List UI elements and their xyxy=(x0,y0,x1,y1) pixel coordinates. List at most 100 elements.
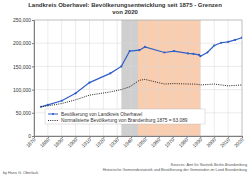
y-tick-label: 50,000 xyxy=(16,110,32,116)
y-tick: 100,000 xyxy=(13,87,34,93)
series-marker xyxy=(213,44,215,46)
x-tick: 2000 xyxy=(205,136,217,149)
series-marker xyxy=(144,46,146,48)
x-tick-label: 1970 xyxy=(163,136,175,148)
x-tick-mark xyxy=(200,136,201,138)
grid xyxy=(34,20,242,136)
x-tick: 1900 xyxy=(66,136,78,149)
y-tick-label: 100,000 xyxy=(13,87,31,93)
x-tick-mark xyxy=(48,136,49,138)
grid-line-y xyxy=(34,43,242,44)
x-tick: 1910 xyxy=(80,136,92,149)
y-tick: 200,000 xyxy=(13,40,34,46)
series-marker xyxy=(88,82,90,84)
series-marker xyxy=(120,65,122,67)
legend-box xyxy=(45,109,205,124)
x-tick-label: 2000 xyxy=(205,136,217,148)
x-tick-mark xyxy=(34,136,35,138)
x-tick: 1970 xyxy=(163,136,175,149)
x-tick-label: 1980 xyxy=(177,136,189,148)
x-tick-label: 1920 xyxy=(94,136,106,148)
title: Landkreis Oberhavel: Bevölkerungsentwick… xyxy=(28,2,222,15)
grid-line-y xyxy=(34,89,242,90)
x-tick-label: 1910 xyxy=(80,136,92,148)
x-tick-label: 1940 xyxy=(122,136,134,148)
series-line xyxy=(41,79,242,106)
x-tick-mark xyxy=(173,136,174,138)
legend-swatch xyxy=(48,114,58,115)
x-tick-mark xyxy=(159,136,160,138)
x-tick: 1950 xyxy=(136,136,148,149)
y-tick-mark xyxy=(32,43,34,44)
x-tick-label: 1870 xyxy=(25,136,37,148)
x-tick-mark xyxy=(145,136,146,138)
plot-area xyxy=(40,37,242,108)
x-tick-label: 1880 xyxy=(38,136,50,148)
annotation: by Hans G. Oberlack xyxy=(3,171,38,175)
x-tick: 1960 xyxy=(149,136,161,149)
x-tick-mark xyxy=(103,136,104,138)
x-tick-label: 2010 xyxy=(219,136,231,148)
y-tick-mark xyxy=(32,20,34,21)
y-tick-label: 250,000 xyxy=(13,17,31,23)
x-tick: 1920 xyxy=(94,136,106,149)
series-marker xyxy=(163,51,165,53)
x-tick-label: 1890 xyxy=(52,136,64,148)
x-tick: 1930 xyxy=(108,136,120,149)
y-tick: 250,000 xyxy=(13,17,34,23)
x-tick-label: 1950 xyxy=(136,136,148,148)
series-marker xyxy=(61,100,63,102)
x-tick-mark xyxy=(187,136,188,138)
plot-frame xyxy=(34,20,242,136)
legend-label: Normalisierte Bevölkerung von Brandenbur… xyxy=(61,118,188,123)
series-marker xyxy=(241,37,242,39)
grid-line-x xyxy=(228,20,229,136)
series-marker xyxy=(227,41,229,43)
legend: Bevölkerung von Landkreis OberhavelNorma… xyxy=(45,109,205,124)
title-line: von 2020 xyxy=(112,9,138,15)
series-marker xyxy=(206,51,208,53)
x-tick: 2020 xyxy=(233,136,245,149)
x-tick: 1940 xyxy=(122,136,134,149)
legend-swatch xyxy=(48,120,58,121)
legend-marker xyxy=(52,113,54,115)
y-tick-label: 200,000 xyxy=(13,40,31,46)
series-marker xyxy=(220,42,222,44)
series-marker xyxy=(199,55,201,57)
series-marker xyxy=(109,72,111,74)
x-tick: 1890 xyxy=(52,136,64,149)
series-line xyxy=(41,38,242,107)
x-tick-mark xyxy=(89,136,90,138)
chart: Landkreis Oberhavel: Bevölkerungsentwick… xyxy=(0,0,250,177)
y-tick: 50,000 xyxy=(16,110,34,116)
x-tick-label: 1930 xyxy=(108,136,120,148)
y-tick-mark xyxy=(32,90,34,91)
y-tick-mark xyxy=(32,66,34,67)
series-marker xyxy=(192,53,194,55)
x-tick-mark xyxy=(117,136,118,138)
x-tick: 1870 xyxy=(25,136,37,149)
series-marker xyxy=(138,49,140,51)
x-tick-label: 1960 xyxy=(149,136,161,148)
x-tick: 1990 xyxy=(191,136,203,149)
series-marker xyxy=(129,50,131,52)
y-tick: 150,000 xyxy=(13,64,34,70)
series-marker xyxy=(75,92,77,94)
grid-line-y xyxy=(34,66,242,67)
annotation: Sources: Amt für Statistik Berlin-Brande… xyxy=(171,163,247,167)
series-marker xyxy=(173,50,175,52)
y-tick-label: 150,000 xyxy=(13,64,31,70)
x-tick-label: 2020 xyxy=(233,136,245,148)
x-tick-mark xyxy=(228,136,229,138)
x-axis: 1870188018901900191019201930194019501960… xyxy=(25,136,245,149)
x-tick-mark xyxy=(131,136,132,138)
x-tick-mark xyxy=(76,136,77,138)
series-marker xyxy=(234,39,236,41)
annotation: Historische Gemeindestatistik und Bevölk… xyxy=(103,168,247,172)
x-tick-mark xyxy=(242,136,243,138)
x-tick: 2010 xyxy=(219,136,231,149)
title-line: Landkreis Oberhavel: Bevölkerungsentwick… xyxy=(28,2,222,8)
y-axis: 050,000100,000150,000200,000250,000 xyxy=(13,17,35,139)
x-tick-mark xyxy=(214,136,215,138)
x-tick-label: 1900 xyxy=(66,136,78,148)
